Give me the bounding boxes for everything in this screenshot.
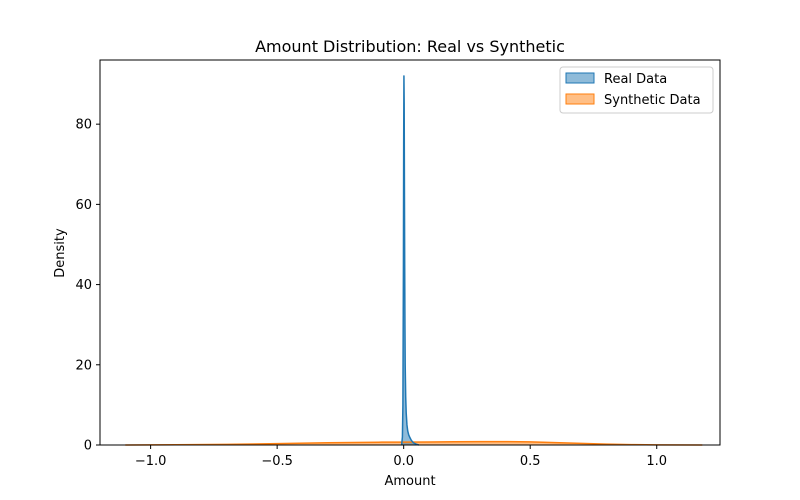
legend-label-synthetic-data: Synthetic Data [604,93,701,108]
line-synthetic-data [125,440,703,446]
chart-title: Amount Distribution: Real vs Synthetic [255,37,565,56]
y-tick-label: 60 [75,198,92,213]
y-tick-label: 20 [75,358,92,373]
line-real-data [400,75,420,446]
y-tick-label: 0 [84,439,92,454]
plot-frame [99,59,721,446]
y-tick-label: 40 [75,278,92,293]
legend-swatch-real-data [565,72,595,84]
legend-label-real-data: Real Data [604,72,667,87]
y-tick-label: 80 [75,118,92,133]
x-tick-label: −0.5 [261,454,293,469]
y-axis-label: Density [53,228,68,278]
legend-swatch-synthetic-data [565,93,595,105]
legend: Real Data Synthetic Data [559,66,714,114]
x-tick-label: 0.0 [393,454,414,469]
x-tick-label: −1.0 [135,454,167,469]
x-axis-label: Amount [384,474,435,489]
x-tick-label: 1.0 [646,454,667,469]
legend-box [559,66,714,114]
x-tick-label: 0.5 [520,454,541,469]
